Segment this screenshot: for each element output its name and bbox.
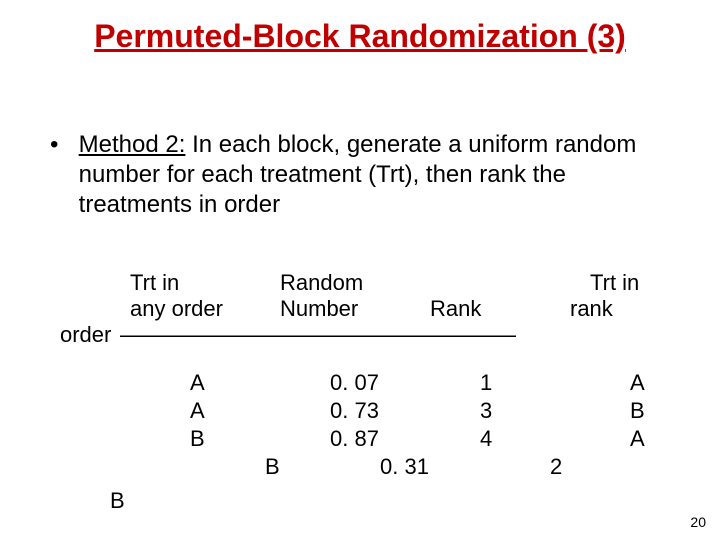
r4c1: B (265, 454, 280, 480)
bullet-text: Method 2: In each block, generate a unif… (79, 130, 669, 220)
slide-title: Permuted-Block Randomization (3) (0, 18, 720, 55)
r1c3: 1 (480, 370, 492, 396)
r3c3: 4 (480, 426, 492, 452)
hdr-col1-line1: Trt in (130, 270, 179, 296)
hdr-col3: Rank (430, 296, 481, 322)
hdr-col4-line1: Trt in (590, 270, 639, 296)
r1c4: A (630, 370, 645, 396)
r2c2: 0. 73 (330, 398, 379, 424)
r2c3: 3 (480, 398, 492, 424)
r2c4: B (630, 398, 645, 424)
bullet-marker: • (50, 130, 72, 160)
r3c1: B (190, 426, 205, 452)
slide: Permuted-Block Randomization (3) • Metho… (0, 0, 720, 540)
method-label: Method 2: (79, 131, 186, 158)
r4c3: 2 (550, 454, 562, 480)
r3c2: 0. 87 (330, 426, 379, 452)
bullet-block: • Method 2: In each block, generate a un… (50, 130, 670, 220)
r3c4: A (630, 426, 645, 452)
r2c1: A (190, 398, 205, 424)
hdr-col4-line2: rank (570, 296, 613, 322)
r1c1: A (190, 370, 205, 396)
hdr-col2-line1: Random (280, 270, 363, 296)
r1c2: 0. 07 (330, 370, 379, 396)
extra-b: B (110, 488, 125, 514)
hdr-col2-line2: Number (280, 296, 358, 322)
order-label: order (60, 322, 111, 348)
rule-line: —————————————————— (120, 322, 516, 348)
hdr-col1-line2: any order (130, 296, 223, 322)
r4c2: 0. 31 (380, 454, 429, 480)
page-number: 20 (690, 514, 706, 530)
